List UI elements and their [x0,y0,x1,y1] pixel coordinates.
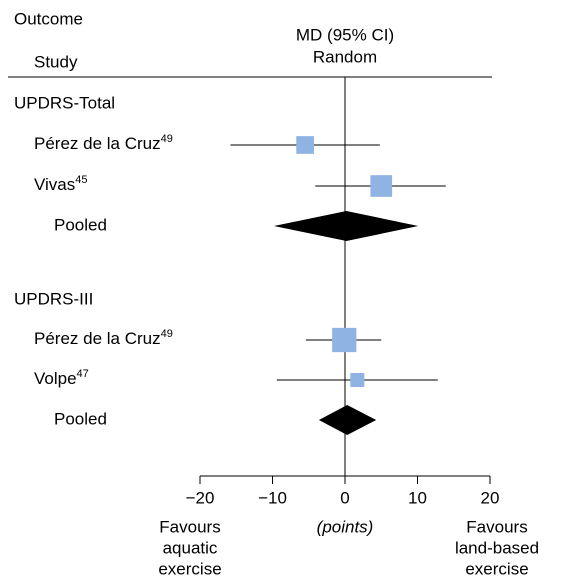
x-axis-label: (points) [317,517,374,536]
group-label: UPDRS-III [14,289,93,308]
pooled-estimate [273,211,419,241]
group-label: UPDRS-Total [14,93,115,112]
outcome-header: Outcome [14,9,83,28]
pooled-label: Pooled [54,409,107,428]
right-direction-label: exercise [465,559,528,578]
model-header: Random [313,47,377,66]
pooled-label: Pooled [54,215,107,234]
study-header: Study [34,52,78,71]
pooled-estimate [318,405,377,435]
study-name: Vivas [34,175,75,194]
measure-header: MD (95% CI) [296,25,394,44]
study-name: Pérez de la Cruz [34,134,161,153]
study-label: Pérez de la Cruz49 [34,328,173,349]
study-ref: 49 [161,133,173,145]
x-tick-label: 20 [481,488,500,507]
right-direction-label: Favours [466,517,527,536]
right-direction-label: land-based [455,538,539,557]
study-estimate [350,373,365,387]
study-ref: 49 [161,328,173,340]
left-direction-label: exercise [158,559,221,578]
study-ref: 45 [75,174,87,186]
left-direction-label: aquatic [163,538,218,557]
x-tick-label: 0 [340,488,349,507]
study-estimate [296,136,314,154]
x-tick-label: 10 [408,488,427,507]
study-estimate [370,175,393,197]
study-estimate [332,327,357,353]
x-tick-label: −10 [258,488,287,507]
study-label: Pérez de la Cruz49 [34,133,173,154]
x-tick-label: −20 [186,488,215,507]
study-label: Vivas45 [34,174,88,195]
left-direction-label: Favours [159,517,220,536]
study-name: Volpe [34,369,77,388]
study-name: Pérez de la Cruz [34,329,161,348]
study-label: Volpe47 [34,368,89,389]
study-ref: 47 [77,368,89,380]
